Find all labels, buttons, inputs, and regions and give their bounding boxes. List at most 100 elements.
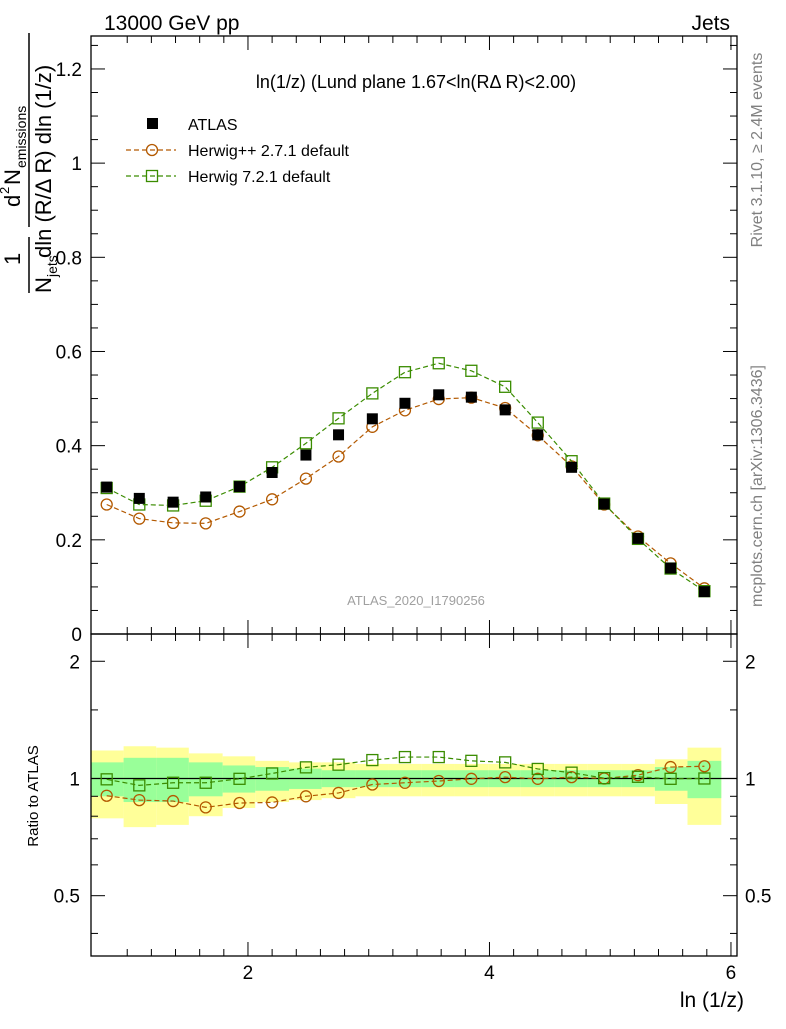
main-atlas-point [499, 404, 511, 416]
ratio-herwigpp-point [299, 790, 313, 803]
y-tick-label: 0 [71, 625, 82, 646]
ratio-herwigpp-point [531, 772, 544, 785]
legend-marker-herwig7 [145, 169, 159, 183]
legend-label-atlas: ATLAS [188, 117, 238, 134]
ratio-y-tick-label: 2 [69, 652, 80, 673]
svg-text:1: 1 [0, 253, 25, 265]
legend-entry-herwigpp: Herwig++ 2.7.1 default [126, 143, 350, 160]
ratio-band-inner-bin [156, 757, 189, 803]
ratio-herwig7-point [531, 762, 544, 776]
legend-marker-atlas [147, 118, 158, 129]
ratio-herwig7-point [133, 779, 146, 792]
x-tick-label: 2 [243, 963, 254, 984]
main-herwig7-point [299, 437, 313, 450]
main-atlas-point [698, 586, 710, 598]
main-herwigpp-point [133, 512, 146, 525]
main-atlas-point [101, 481, 113, 493]
svg-text:N: N [0, 169, 25, 185]
ratio-herwigpp-line [106, 765, 705, 808]
main-atlas-point [399, 397, 411, 409]
main-atlas-point [133, 492, 145, 504]
main-atlas-point [532, 429, 544, 441]
main-atlas-point [167, 496, 179, 508]
ratio-band-inner-bin [687, 760, 722, 799]
y-tick-label: 0.8 [56, 248, 82, 269]
y-tick-label: 0.6 [56, 342, 82, 363]
y-tick-label: 1 [71, 154, 82, 175]
main-herwig7-point [366, 387, 379, 400]
ratio-herwig7-point [299, 761, 313, 774]
main-atlas-point [465, 391, 477, 403]
ratio-herwig7-line [106, 756, 705, 786]
ratio-herwigpp-point [398, 776, 412, 789]
ratio-y-tick-label-right: 0.5 [745, 887, 771, 908]
legend-marker-herwigpp [145, 143, 159, 157]
main-herwigpp-point [100, 498, 113, 511]
ratio-herwigpp-point [499, 770, 512, 784]
ratio-herwigpp-point [133, 793, 146, 807]
main-panel: 0 0.2 0.4 0.6 0.8 1 1.2 [56, 35, 738, 646]
ratio-panel: 2 4 6 0.5 0.5 1 1 2 2 [54, 633, 771, 984]
ratio-herwigpp-point [366, 778, 379, 791]
legend-entry-atlas: ATLAS [147, 117, 238, 134]
main-herwigpp-line [106, 397, 705, 589]
analysis-watermark: ATLAS_2020_I1790256 [347, 593, 485, 608]
ratio-y-tick-label-right: 2 [745, 652, 756, 673]
main-herwigpp-point [166, 516, 180, 530]
ratio-herwig7-point [199, 776, 212, 789]
ratio-herwigpp-point [265, 796, 279, 809]
ratio-herwig7-point [698, 772, 711, 785]
ratio-herwig7-point [598, 771, 611, 785]
main-herwig7-point [398, 366, 412, 379]
ratio-herwig7-point [664, 772, 677, 785]
ratio-band-inner-bin [188, 762, 223, 797]
ratio-herwigpp-point [166, 794, 180, 808]
collision-energy-label: 13000 GeV pp [104, 12, 239, 35]
main-atlas-point [366, 413, 378, 425]
ratio-y-tick-label: 0.5 [54, 887, 80, 908]
main-atlas-point [598, 498, 610, 510]
ratio-herwigpp-point [332, 786, 345, 800]
y-tick-label: 0.2 [56, 531, 82, 552]
legend-label-herwigpp: Herwig++ 2.7.1 default [188, 143, 350, 160]
main-herwig7-point [531, 416, 544, 429]
main-atlas-point [234, 481, 246, 493]
main-herwigpp-point [199, 517, 212, 530]
ratio-panel-frame [90, 633, 738, 957]
ratio-herwigpp-point [100, 789, 113, 802]
ratio-herwig7-point [233, 772, 246, 785]
process-label: Jets [691, 12, 730, 35]
main-atlas-point [333, 429, 345, 441]
ratio-herwigpp-point [465, 772, 478, 785]
rivet-version-label: Rivet 3.1.10, ≥ 2.4M events [749, 53, 766, 248]
y-tick-label: 1.2 [56, 60, 82, 81]
main-atlas-point [300, 449, 312, 461]
ratio-herwig7-point [631, 770, 645, 783]
main-herwigpp-point [299, 472, 313, 485]
main-herwigpp-point [233, 505, 246, 518]
ratio-herwigpp-point [233, 796, 246, 810]
ratio-herwigpp-point [199, 801, 212, 814]
ratio-herwig7-point [366, 753, 379, 767]
main-atlas-point [632, 532, 644, 544]
mcplots-label: mcplots.cern.ch [arXiv:1306.3436] [749, 365, 766, 607]
ratio-y-tick-label-right: 1 [745, 769, 756, 790]
svg-text:jets: jets [44, 255, 60, 278]
main-herwig7-point [465, 364, 478, 377]
svg-text:d: d [0, 195, 25, 207]
ratio-herwig7-point [465, 754, 478, 767]
plot-title: ln(1/z) (Lund plane 1.67<ln(RΔ R)<2.00) [256, 72, 576, 92]
main-herwig7-point [332, 412, 345, 425]
x-axis-label: ln (1/z) [680, 989, 744, 1012]
legend: ATLAS Herwig++ 2.7.1 default Herwig 7.2.… [126, 117, 350, 186]
ratio-y-tick-label: 1 [69, 769, 80, 790]
main-atlas-point [200, 491, 212, 503]
ratio-herwig7-point [100, 773, 113, 786]
ratio-herwig7-point [398, 750, 412, 764]
ratio-herwig7-point [166, 776, 180, 789]
legend-entry-herwig7: Herwig 7.2.1 default [126, 169, 331, 186]
main-herwig7-line [106, 362, 705, 592]
ratio-y-axis-label: Ratio to ATLAS [25, 745, 42, 846]
